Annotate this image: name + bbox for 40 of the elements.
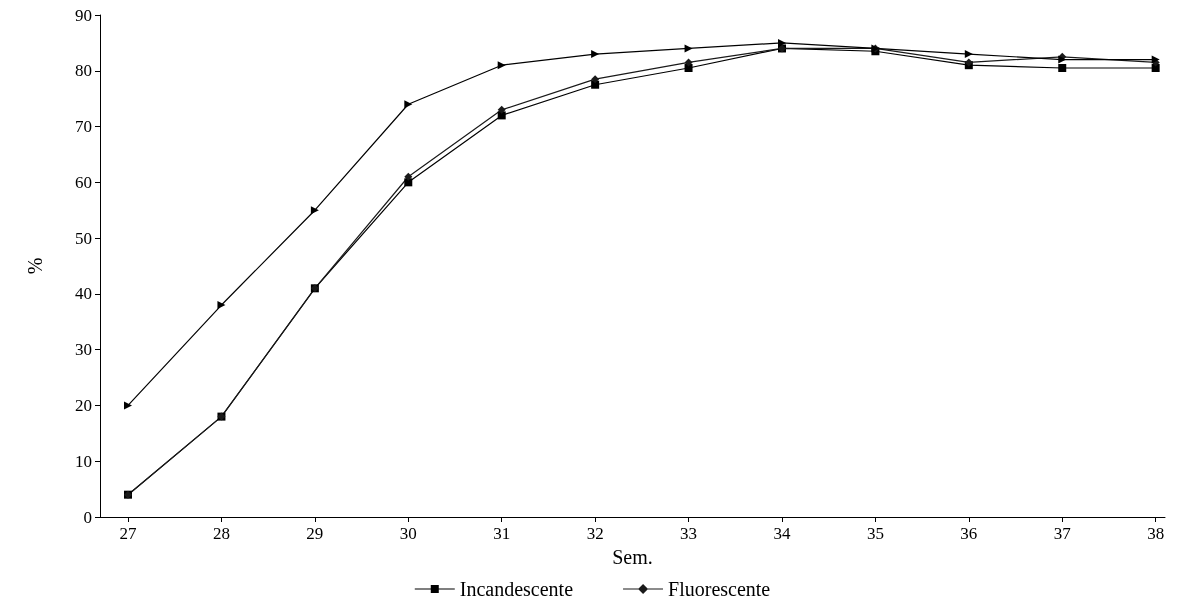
point	[591, 50, 600, 59]
x-tick-label: 31	[493, 524, 511, 543]
y-tick-label: 50	[75, 228, 92, 248]
point	[591, 80, 600, 89]
x-tick-label: 34	[773, 524, 791, 543]
point	[124, 401, 133, 410]
x-tick-label: 36	[960, 524, 978, 543]
y-tick-label: 90	[75, 5, 92, 25]
y-tick-label: 20	[75, 395, 92, 415]
x-tick-label: 28	[212, 524, 230, 543]
point	[777, 38, 786, 47]
y-tick-label: 40	[75, 284, 92, 304]
x-tick-label: 33	[680, 524, 698, 543]
y-tick-label: 60	[75, 172, 92, 192]
point	[404, 172, 413, 181]
x-axis-title: Sem.	[612, 546, 653, 568]
x-tick-label: 37	[1053, 524, 1072, 543]
y-tick-label: 70	[75, 117, 92, 137]
x-tick-label: 30	[399, 524, 417, 543]
point	[1058, 63, 1067, 72]
x-tick-label: 38	[1147, 524, 1165, 543]
x-tick-label: 27	[119, 524, 138, 543]
point	[217, 301, 226, 310]
legend-label: Fluorescente	[668, 578, 771, 600]
y-tick-label: 10	[75, 451, 92, 471]
x-tick-label: 29	[306, 524, 324, 543]
point	[404, 100, 413, 109]
x-tick-label: 32	[586, 524, 604, 543]
point	[964, 50, 973, 59]
point	[684, 63, 693, 72]
y-tick-label: 80	[75, 61, 92, 81]
y-axis-title: %	[24, 257, 46, 275]
point	[591, 75, 600, 84]
point	[497, 105, 506, 114]
point	[684, 58, 693, 67]
x-tick-label: 35	[866, 524, 884, 543]
legend-label: Incandescente	[459, 578, 574, 600]
y-tick-label: 30	[75, 340, 92, 360]
point	[1151, 63, 1160, 72]
y-tick-label: 0	[83, 507, 92, 527]
